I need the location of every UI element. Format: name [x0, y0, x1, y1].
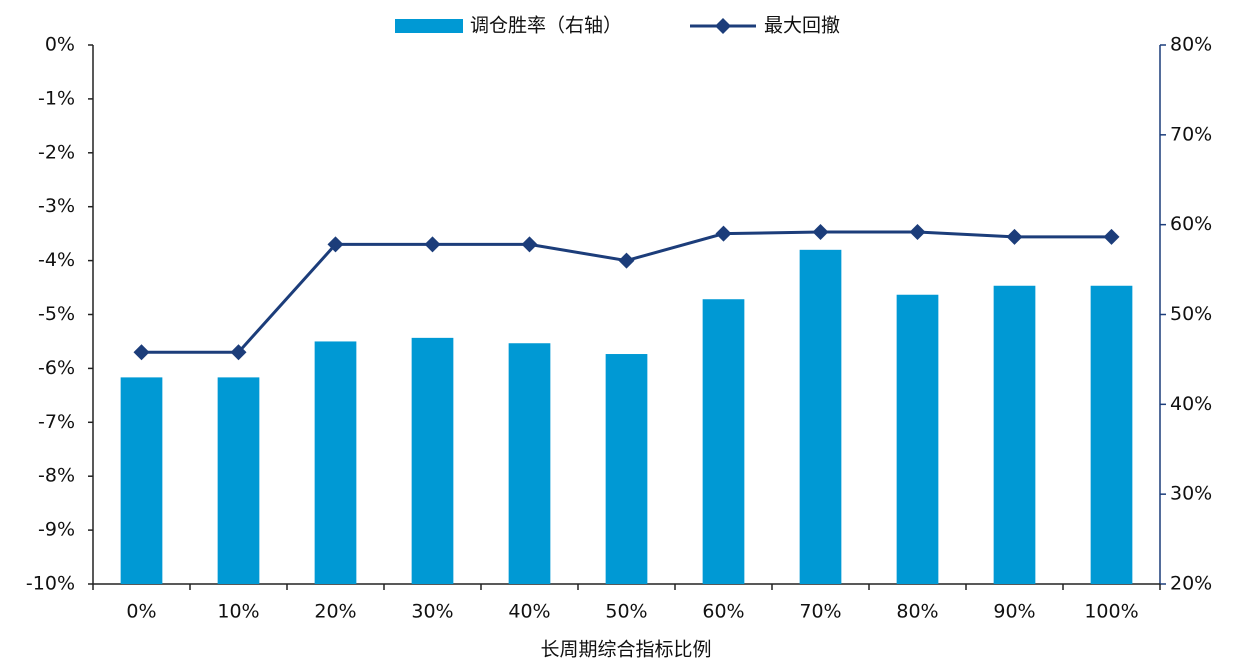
y2-tick-label: 30% — [1170, 483, 1212, 505]
y-tick-label: -5% — [38, 303, 75, 325]
x-tick-label: 20% — [314, 601, 356, 623]
bar — [896, 294, 939, 584]
y2-tick-label: 20% — [1170, 573, 1212, 595]
line-marker — [521, 236, 538, 253]
line-marker — [230, 344, 247, 361]
line-marker — [1006, 228, 1023, 245]
y-tick-label: -6% — [38, 357, 75, 379]
x-tick-label: 60% — [702, 601, 744, 623]
line-marker — [715, 225, 732, 242]
bar — [120, 377, 163, 584]
bar — [508, 343, 551, 584]
x-tick-label: 0% — [126, 601, 156, 623]
y-tick-label: -10% — [26, 573, 75, 595]
line-marker — [424, 236, 441, 253]
y2-tick-label: 40% — [1170, 393, 1212, 415]
bar — [799, 249, 842, 584]
bar — [217, 377, 260, 584]
x-tick-label: 100% — [1084, 601, 1138, 623]
bar — [605, 354, 648, 584]
y-tick-label: -1% — [38, 87, 75, 109]
line-marker — [909, 224, 926, 241]
line-marker — [1103, 228, 1120, 245]
x-tick-label: 90% — [993, 601, 1035, 623]
x-tick-label: 50% — [605, 601, 647, 623]
y-tick-label: 0% — [45, 34, 75, 56]
line-marker — [812, 224, 829, 241]
legend-label: 调仓胜率（右轴） — [470, 15, 622, 37]
legend-marker — [715, 18, 731, 34]
bar — [993, 285, 1036, 584]
bar — [411, 337, 454, 584]
y2-tick-label: 60% — [1170, 213, 1212, 235]
x-tick-label: 70% — [799, 601, 841, 623]
y-tick-label: -4% — [38, 249, 75, 271]
x-tick-label: 10% — [217, 601, 259, 623]
y2-tick-label: 70% — [1170, 123, 1212, 145]
line — [141, 230, 1112, 354]
x-axis-label: 长周期综合指标比例 — [540, 639, 711, 661]
y-tick-label: -9% — [38, 519, 75, 541]
y2-tick-label: 50% — [1170, 303, 1212, 325]
y-tick-label: -8% — [38, 465, 75, 487]
y-tick-label: -7% — [38, 411, 75, 433]
legend-swatch — [395, 19, 463, 33]
x-tick-label: 40% — [508, 601, 550, 623]
x-tick-label: 30% — [411, 601, 453, 623]
bar — [702, 299, 745, 584]
y-tick-label: -2% — [38, 141, 75, 163]
bar — [1090, 285, 1133, 584]
line-marker — [133, 344, 150, 361]
line-marker — [618, 252, 635, 269]
x-tick-label: 80% — [896, 601, 938, 623]
legend-label: 最大回撤 — [764, 15, 840, 37]
line-marker — [327, 236, 344, 253]
y-tick-label: -3% — [38, 195, 75, 217]
y2-tick-label: 80% — [1170, 34, 1212, 56]
bar — [314, 341, 357, 584]
